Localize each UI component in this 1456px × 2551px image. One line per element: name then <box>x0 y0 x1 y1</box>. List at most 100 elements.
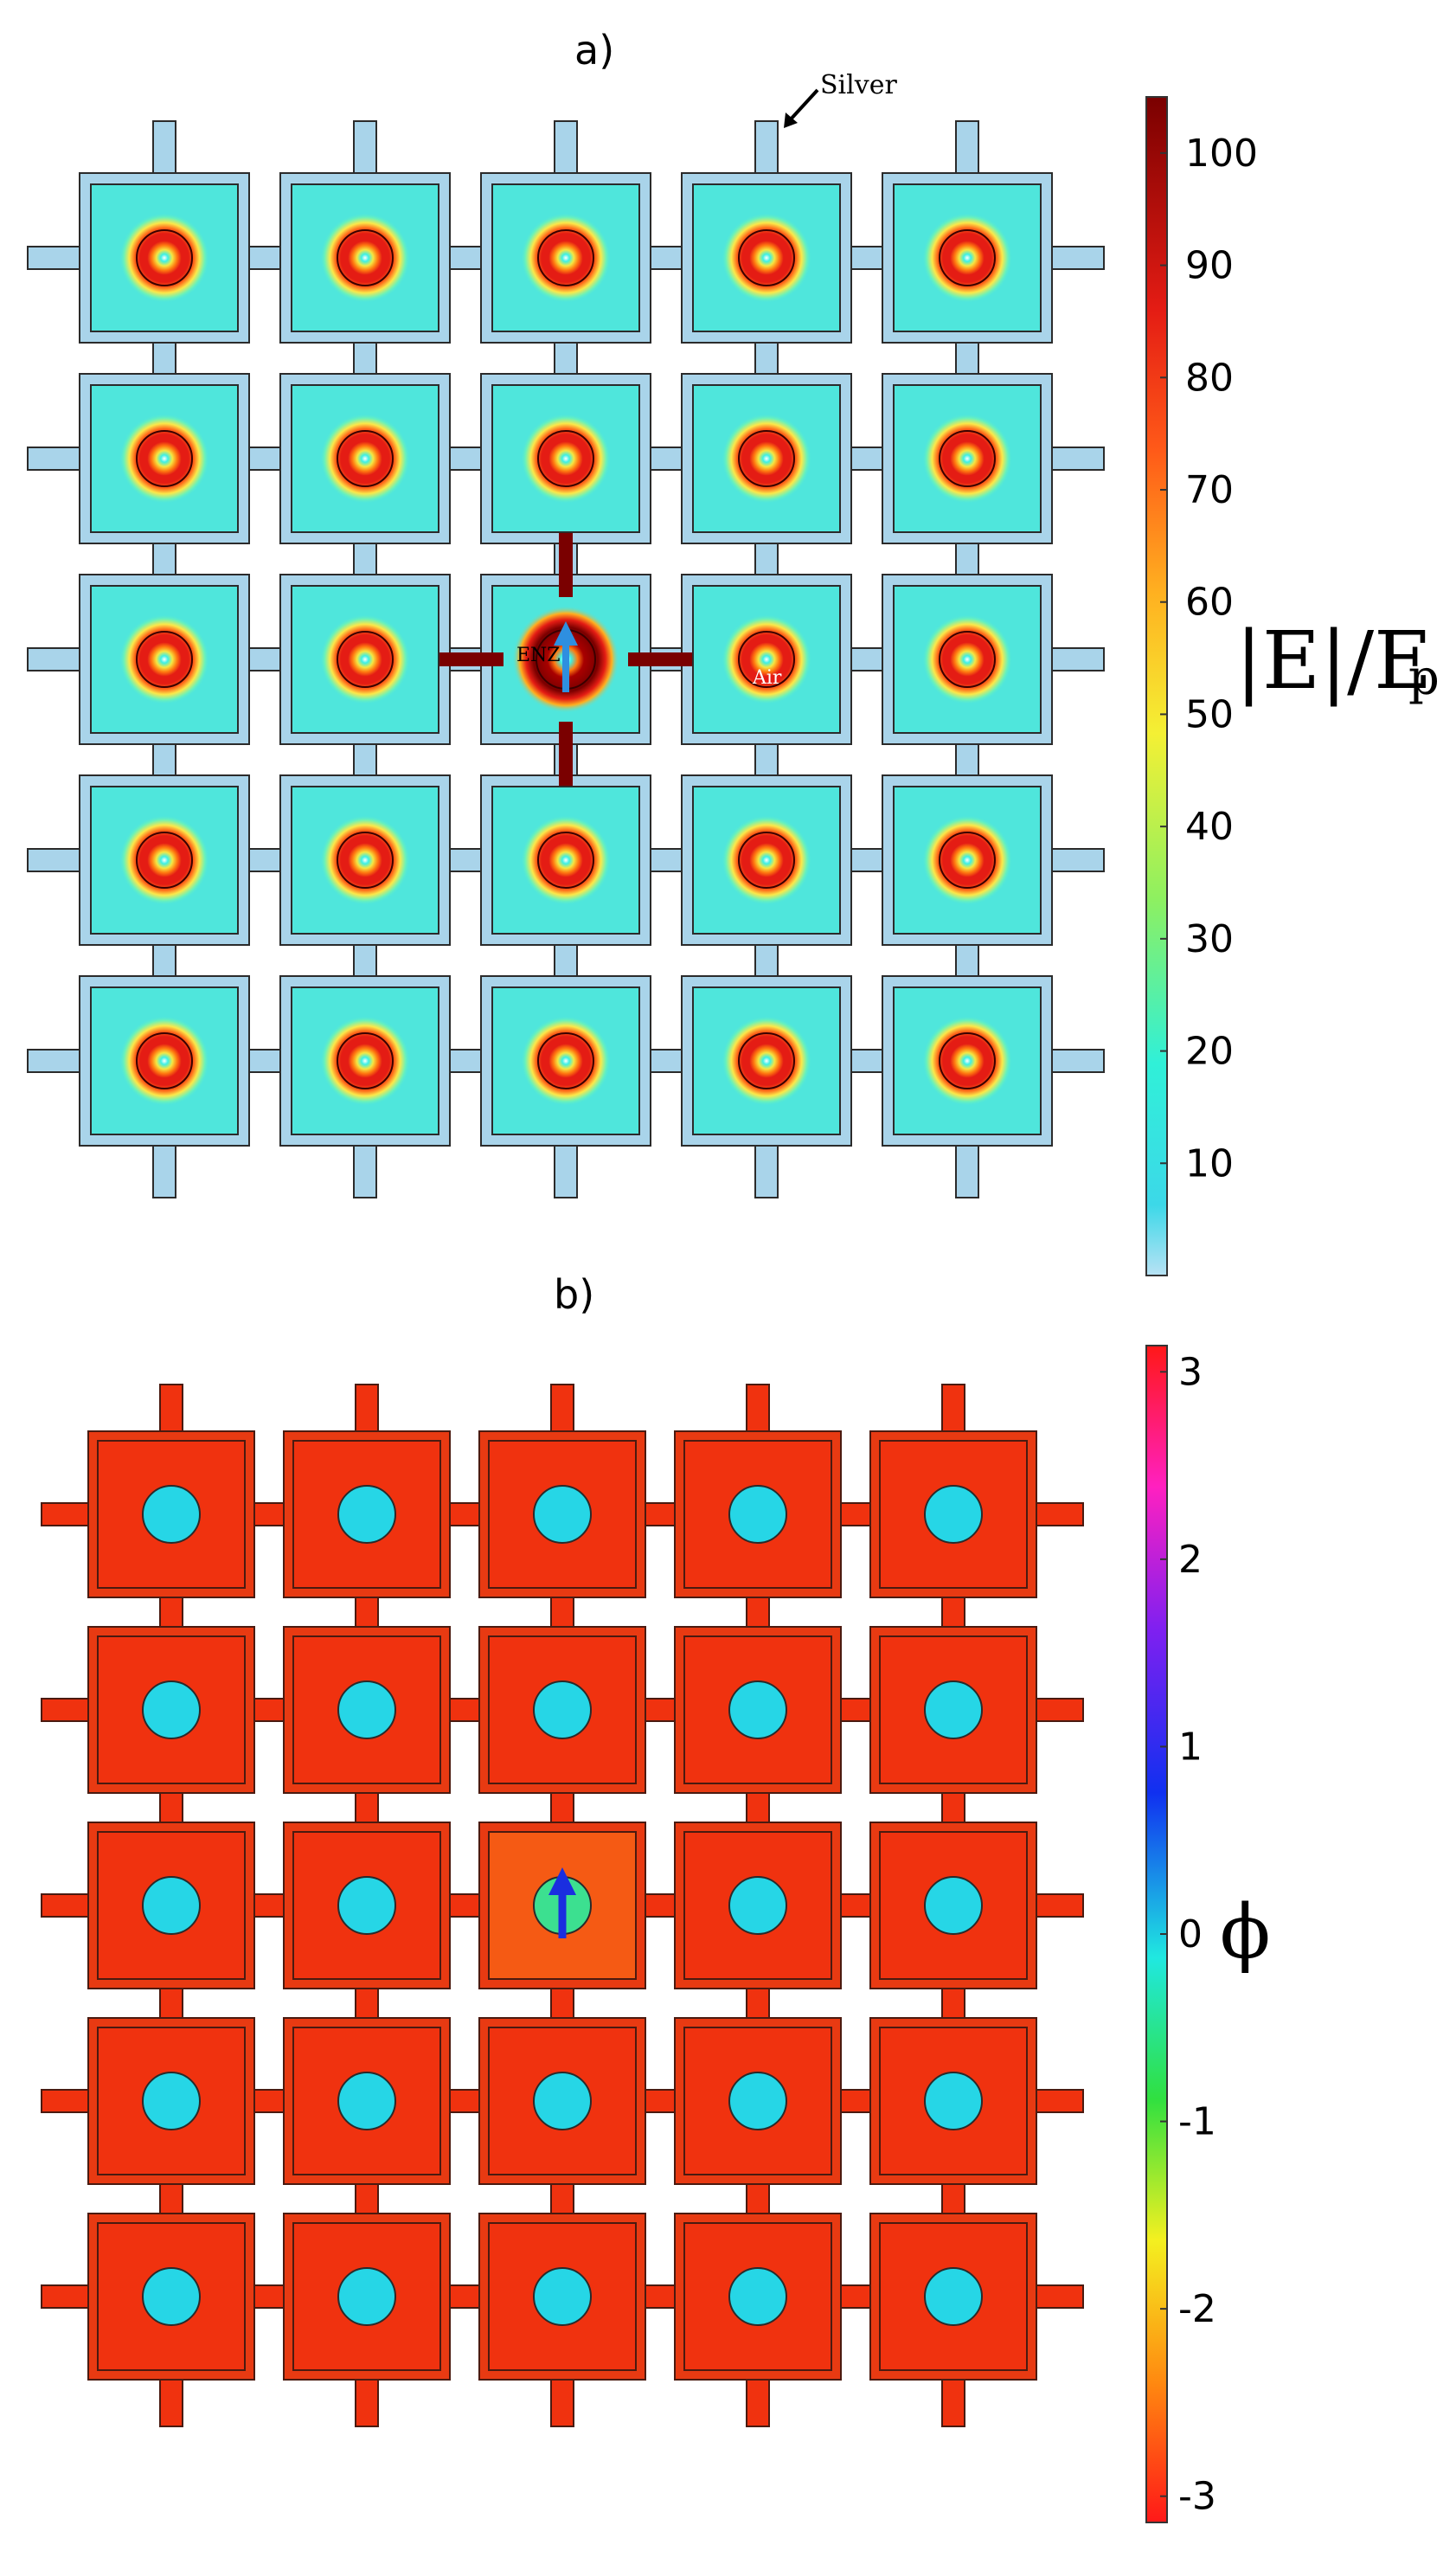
field-hotspot <box>922 213 1012 303</box>
field-hotspot <box>119 414 209 504</box>
panel-b-label: b) <box>554 1271 594 1318</box>
silver-label: Silver <box>820 70 897 100</box>
air-hole-outline <box>537 832 594 889</box>
lattice-cell <box>279 373 451 544</box>
lattice-cell <box>283 1626 451 1794</box>
colorbar-b-tick-label: 3 <box>1178 1350 1203 1394</box>
lattice-cell <box>882 975 1053 1147</box>
colorbar-a-tick-label: 80 <box>1185 356 1234 400</box>
colorbar-a-tick-label: 100 <box>1185 132 1258 176</box>
air-hole <box>337 2072 396 2130</box>
air-hole <box>142 1680 201 1739</box>
air-hole <box>728 1485 787 1544</box>
air-hole-outline <box>738 229 795 286</box>
air-hole-outline <box>337 631 394 688</box>
colorbar-b-tick-label: 0 <box>1178 1912 1203 1957</box>
panel-a: a) Silver ENZ Air 10 20 30 40 50 60 70 80 90 100 … <box>27 27 1440 1276</box>
cavity <box>692 986 841 1135</box>
colorbar-a-tick-label: 60 <box>1185 581 1234 625</box>
field-hotspot <box>722 815 811 905</box>
lattice-cell <box>283 2213 451 2381</box>
field-hotspot <box>119 815 209 905</box>
lattice-cell <box>674 1822 842 1989</box>
silver-annotation: Silver <box>784 70 897 128</box>
air-hole <box>924 1485 983 1544</box>
air-hole <box>142 2072 201 2130</box>
enz-channel-hot <box>559 533 573 597</box>
lattice-cell <box>478 2017 646 2185</box>
colorbar-b-tick-label: 2 <box>1178 1538 1203 1582</box>
lattice-cell <box>279 774 451 946</box>
colorbar-a-ticks: 10 20 30 40 50 60 70 80 90 100 <box>1160 132 1258 1186</box>
colorbar-a-title: |E|/E <box>1235 614 1432 707</box>
air-hole-outline <box>939 631 996 688</box>
air-hole-outline <box>939 229 996 286</box>
dipole-arrow-head <box>548 1867 576 1895</box>
air-hole <box>728 1876 787 1935</box>
air-hole-outline <box>136 430 193 487</box>
lattice-cell <box>79 975 250 1147</box>
air-hole <box>924 2267 983 2326</box>
field-hotspot <box>722 614 811 704</box>
panel-b: b) 3 2 1 0 -1 -2 -3 ϕ <box>41 1271 1271 2523</box>
colorbar-a-subscript: p <box>1408 650 1440 706</box>
air-hole <box>142 2267 201 2326</box>
lattice-cell <box>882 172 1053 344</box>
colorbar-b-tick-label: -3 <box>1178 2475 1216 2519</box>
field-hotspot <box>521 213 611 303</box>
air-hole <box>337 1680 396 1739</box>
colorbar-a-tick-label: 50 <box>1185 692 1234 736</box>
colorbar-a-tick-label: 30 <box>1185 917 1234 961</box>
lattice-cell <box>79 172 250 344</box>
air-hole-outline <box>337 229 394 286</box>
lattice-cell <box>87 1626 255 1794</box>
colorbar-a-ramp <box>1145 96 1168 1276</box>
air-hole-outline <box>738 1032 795 1089</box>
air-hole <box>533 1680 592 1739</box>
silver-pointer-head <box>784 112 798 128</box>
panel-b-lattice <box>41 1384 1084 2427</box>
lattice-cell <box>681 574 852 745</box>
air-hole <box>728 1680 787 1739</box>
air-hole <box>728 2267 787 2326</box>
lattice-cell <box>87 1822 255 1989</box>
enz-channel-hot <box>628 652 692 666</box>
lattice-cell <box>674 1430 842 1598</box>
air-hole-outline <box>738 631 795 688</box>
field-hotspot <box>722 1016 811 1106</box>
air-hole-outline <box>537 1032 594 1089</box>
air-hole-outline <box>939 1032 996 1089</box>
lattice-cell <box>674 2017 842 2185</box>
lattice-cell <box>279 975 451 1147</box>
colorbar-a: 10 20 30 40 50 60 70 80 90 100 |E|/E p <box>1145 96 1440 1276</box>
enz-channel-hot <box>559 722 573 786</box>
lattice-cell <box>681 373 852 544</box>
field-hotspot <box>922 1016 1012 1106</box>
lattice-cell <box>480 774 651 946</box>
colorbar-a-tick-label: 90 <box>1185 244 1234 288</box>
lattice-cell <box>478 2213 646 2381</box>
air-hole <box>924 1680 983 1739</box>
lattice-cell <box>869 1430 1037 1598</box>
field-hotspot <box>119 1016 209 1106</box>
lattice-cell <box>674 1626 842 1794</box>
lattice-cell <box>87 2213 255 2381</box>
lattice-cell <box>882 574 1053 745</box>
field-hotspot <box>320 213 410 303</box>
air-hole-outline <box>537 430 594 487</box>
colorbar-b: 3 2 1 0 -1 -2 -3 ϕ <box>1145 1345 1271 2523</box>
panel-a-lattice <box>27 120 1105 1198</box>
lattice-cell <box>79 774 250 946</box>
lattice-cell <box>480 373 651 544</box>
air-hole-outline <box>136 832 193 889</box>
field-hotspot <box>119 614 209 704</box>
field-hotspot <box>922 414 1012 504</box>
colorbar-a-tick-label: 40 <box>1185 805 1234 849</box>
field-hotspot <box>521 1016 611 1106</box>
lattice-cell <box>87 2017 255 2185</box>
field-hotspot <box>521 414 611 504</box>
lattice-cell <box>87 1430 255 1598</box>
enz-label: ENZ <box>516 645 561 666</box>
air-hole <box>142 1876 201 1935</box>
